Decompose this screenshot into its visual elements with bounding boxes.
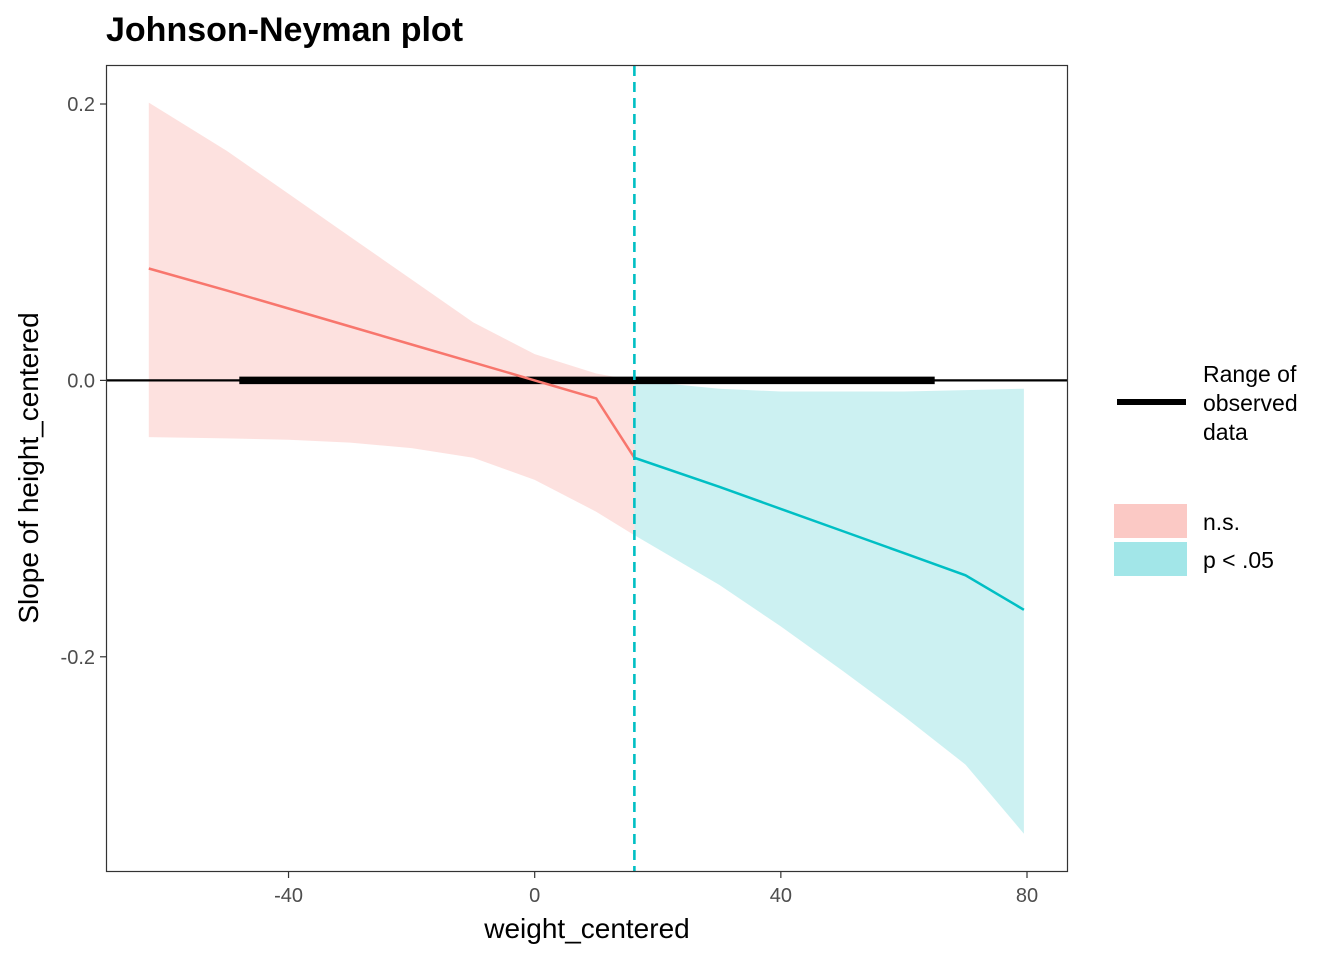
legend-range-line-1: Range of [1203,361,1297,387]
y-axis: -0.2 0.0 0.2 [61,94,107,669]
slope-line-ns [148,267,636,459]
legend-range-line-3: data [1203,419,1248,445]
x-tick-label: 40 [770,885,792,907]
legend-sig-key [1114,542,1187,576]
legend-range-line-2: observed [1203,390,1298,416]
y-tick-label: 0.2 [67,94,95,116]
x-tick-label: 80 [1016,885,1038,907]
x-tick-label: 0 [529,885,540,907]
legend-ns-label: n.s. [1203,509,1240,535]
plot-area [107,66,1067,871]
panel-border [105,64,1069,873]
legend-sig-label: p < .05 [1203,547,1274,573]
x-axis: -40 0 40 80 [274,871,1038,907]
x-tick-label: -40 [274,885,303,907]
y-tick-label: -0.2 [61,647,95,669]
y-axis-title: Slope of height_centered [13,312,44,623]
legend-range-label: Range of observed data [1203,361,1304,445]
confidence-band-ns [148,102,635,536]
legend-ns-key [1114,504,1187,538]
confidence-band-sig [634,380,1024,834]
x-axis-title: weight_centered [483,913,689,944]
legend: Range of observed data n.s. p < .05 [1114,361,1304,576]
y-tick-label: 0.0 [67,370,95,392]
slope-line-sig [633,456,1025,611]
chart-title: Johnson-Neyman plot [106,11,463,49]
